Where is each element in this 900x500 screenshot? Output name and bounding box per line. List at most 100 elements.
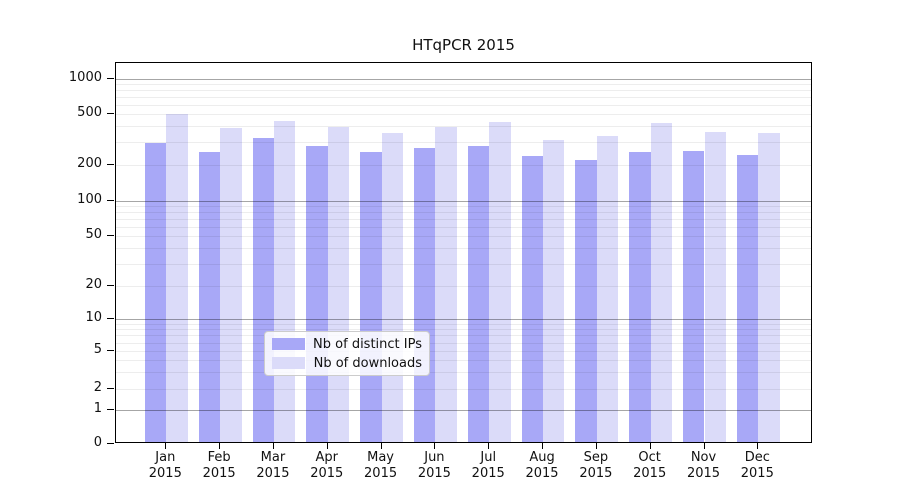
gridline-major <box>116 201 811 202</box>
x-axis-tick <box>326 443 328 449</box>
bar-downloads <box>435 126 457 442</box>
x-tick-label: Jun 2015 <box>417 450 451 481</box>
y-tick-label: 10 <box>85 310 102 325</box>
y-tick-label: 0 <box>93 435 102 450</box>
gridline-minor <box>116 219 811 220</box>
legend-label-distinct-ips: Nb of distinct IPs <box>313 336 422 352</box>
y-axis-tick <box>107 443 114 444</box>
gridline-minor <box>116 84 811 85</box>
x-axis-tick <box>219 443 221 449</box>
gridline-minor <box>116 212 811 213</box>
bar-distinct-ips <box>575 160 597 442</box>
x-tick-label: Feb 2015 <box>202 450 236 481</box>
bar-distinct-ips <box>467 146 490 442</box>
bar-distinct-ips <box>629 151 651 442</box>
y-tick-label: 100 <box>77 192 102 207</box>
y-axis-tick <box>107 388 114 389</box>
y-tick-label: 1000 <box>68 70 102 85</box>
x-axis-tick <box>434 443 436 449</box>
gridline-minor <box>116 329 811 330</box>
x-tick-label: Nov 2015 <box>686 450 721 481</box>
bar-distinct-ips <box>306 146 328 442</box>
bar-downloads <box>650 123 673 442</box>
gridline-minor <box>116 236 811 237</box>
x-tick-label: Jan 2015 <box>148 450 182 481</box>
legend-swatch-distinct-ips-icon <box>272 338 305 350</box>
gridline-minor <box>116 97 811 98</box>
gridline-minor <box>116 227 811 228</box>
x-axis-tick <box>542 443 544 449</box>
x-axis-tick <box>595 443 597 449</box>
gridline-minor <box>116 165 811 166</box>
gridline-minor <box>116 343 811 344</box>
x-axis-tick <box>757 443 759 449</box>
y-axis-tick <box>107 350 114 351</box>
gridline-minor <box>116 324 811 325</box>
y-axis-tick <box>107 164 114 165</box>
chart-title: HTqPCR 2015 <box>412 36 515 54</box>
gridline-minor <box>116 105 811 106</box>
y-axis-tick <box>107 318 114 319</box>
bar-distinct-ips <box>683 150 705 442</box>
x-axis-tick <box>703 443 705 449</box>
y-tick-label: 1 <box>93 401 102 416</box>
bar-distinct-ips <box>144 143 167 442</box>
y-axis-tick <box>107 78 114 79</box>
plot-area <box>115 62 812 443</box>
gridline-major <box>116 79 811 80</box>
bar-downloads <box>704 132 726 442</box>
legend-swatch-downloads-icon <box>272 357 305 369</box>
bar-downloads <box>758 133 780 442</box>
y-axis-tick <box>107 200 114 201</box>
gridline-minor <box>116 142 811 143</box>
gridline-minor <box>116 248 811 249</box>
bar-downloads <box>543 139 565 442</box>
bar-distinct-ips <box>252 138 274 442</box>
y-axis-tick <box>107 285 114 286</box>
y-axis-tick <box>107 235 114 236</box>
bar-downloads <box>220 127 242 442</box>
gridline-minor <box>116 206 811 207</box>
y-axis-tick <box>107 409 114 410</box>
x-tick-label: Aug 2015 <box>525 450 559 481</box>
x-tick-label: Apr 2015 <box>310 450 344 481</box>
gridline-minor <box>116 351 811 352</box>
gridline-minor <box>116 389 811 390</box>
x-tick-label: Dec 2015 <box>740 450 774 481</box>
legend-item-downloads: Nb of downloads <box>272 356 422 371</box>
y-tick-label: 500 <box>77 105 102 120</box>
y-tick-label: 2 <box>93 380 102 395</box>
x-axis-tick <box>272 443 274 449</box>
y-axis-tick <box>107 113 114 114</box>
bar-downloads <box>273 121 296 442</box>
x-tick-label: Mar 2015 <box>256 450 290 481</box>
bar-distinct-ips <box>198 151 221 442</box>
legend: Nb of distinct IPs Nb of downloads <box>264 331 430 376</box>
gridline-minor <box>116 114 811 115</box>
y-tick-label: 50 <box>85 227 102 242</box>
gridline-minor <box>116 264 811 265</box>
bar-downloads <box>596 136 619 442</box>
gridline-minor <box>116 126 811 127</box>
x-tick-label: Jul 2015 <box>471 450 505 481</box>
gridline-minor <box>116 335 811 336</box>
bar-distinct-ips <box>521 155 544 442</box>
x-tick-label: May 2015 <box>364 450 398 481</box>
y-tick-label: 5 <box>93 342 102 357</box>
y-tick-label: 200 <box>77 156 102 171</box>
legend-label-downloads: Nb of downloads <box>313 355 422 371</box>
x-axis-tick <box>165 443 167 449</box>
x-tick-label: Oct 2015 <box>633 450 667 481</box>
bar-distinct-ips <box>414 148 436 442</box>
bar-downloads <box>381 133 403 442</box>
gridline-minor <box>116 286 811 287</box>
x-axis-tick <box>649 443 651 449</box>
bar-distinct-ips <box>736 154 759 442</box>
gridline-minor <box>116 372 811 373</box>
x-axis-tick <box>488 443 490 449</box>
bar-downloads <box>166 114 188 442</box>
gridline-major <box>116 319 811 320</box>
bar-downloads <box>327 126 350 442</box>
gridline-minor <box>116 90 811 91</box>
